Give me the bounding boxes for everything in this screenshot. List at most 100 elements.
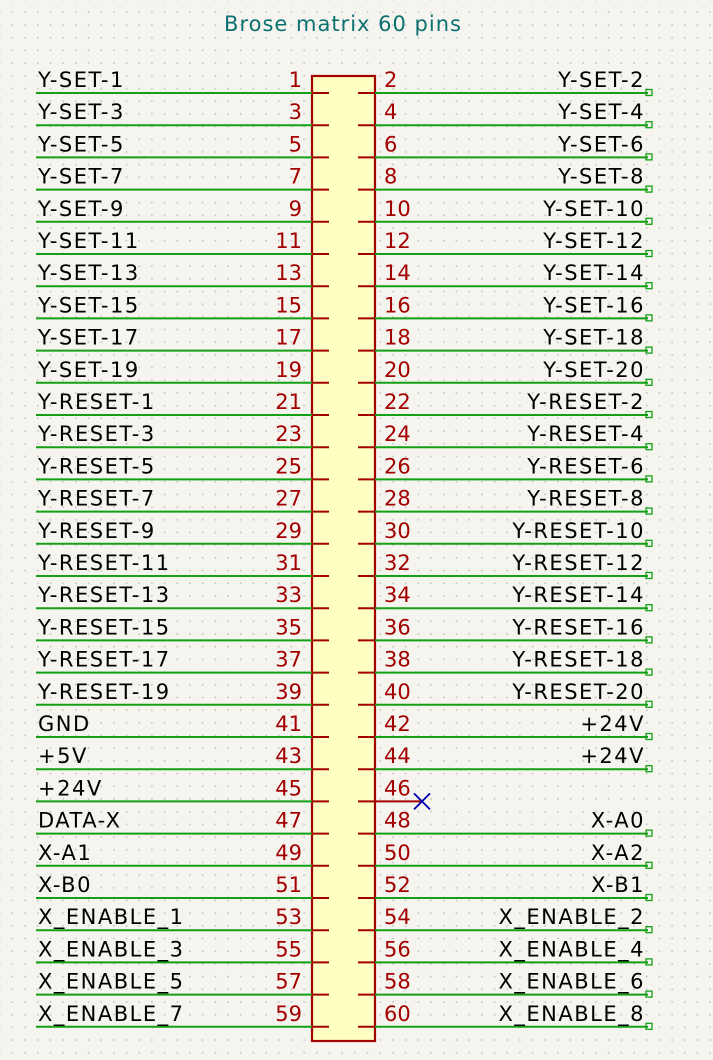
right-net-label: Y-SET-16 — [542, 293, 645, 317]
left-pin-number: 51 — [275, 873, 302, 897]
right-pin-number: 50 — [384, 841, 411, 865]
right-net-label: X_ENABLE_6 — [499, 970, 645, 995]
left-net-label: Y-RESET-17 — [37, 648, 171, 672]
wire-end-terminal — [645, 1022, 653, 1030]
right-pin-number: 38 — [384, 648, 411, 672]
wire-end-terminal — [645, 604, 653, 612]
right-pin-number: 26 — [384, 454, 411, 478]
wire-end-terminal — [645, 121, 653, 129]
pin-row: Y-SET-7 7 8 Y-SET-8 — [36, 165, 653, 193]
pin-row: GND 41 42 +24V — [36, 712, 653, 741]
pin-row: Y-SET-19 19 20 Y-SET-20 — [36, 358, 653, 386]
left-pin-number: 27 — [275, 487, 302, 511]
left-pin-number: 25 — [275, 454, 302, 478]
wire-end-terminal — [645, 861, 653, 869]
right-net-label: Y-SET-18 — [542, 326, 645, 350]
left-pin-number: 39 — [275, 680, 302, 704]
pin-row: X-A1 49 50 X-A2 — [36, 841, 653, 869]
right-net-label: Y-RESET-16 — [511, 615, 645, 639]
right-pin-number: 4 — [384, 100, 397, 124]
right-net-label: X_ENABLE_8 — [499, 1002, 645, 1027]
wire-end-terminal — [645, 88, 653, 97]
pin-row: Y-SET-17 17 18 Y-SET-18 — [36, 326, 653, 354]
wire-end-terminal — [645, 443, 653, 451]
pin-row: +24V 45 46 — [36, 776, 431, 811]
left-pin-number: 45 — [275, 776, 302, 800]
left-net-label: +24V — [38, 776, 103, 800]
pin-row: X_ENABLE_7 59 60 X_ENABLE_8 — [36, 1002, 653, 1030]
left-net-label: Y-RESET-11 — [37, 551, 171, 575]
connector-body — [310, 74, 377, 1043]
wire-end-terminal — [645, 185, 653, 193]
wire-end-terminal — [645, 765, 653, 773]
right-pin-number: 30 — [384, 519, 411, 543]
pin-row: Y-RESET-1 21 22 Y-RESET-2 — [36, 390, 653, 419]
left-net-label: +5V — [38, 744, 88, 768]
left-pin-number: 55 — [275, 937, 302, 961]
left-pin-number: 47 — [275, 809, 302, 833]
wire-end-terminal — [645, 410, 653, 419]
right-net-label: Y-RESET-4 — [526, 422, 645, 446]
left-net-label: Y-RESET-3 — [37, 422, 156, 446]
left-pin-number: 19 — [275, 358, 302, 382]
right-net-label: Y-RESET-6 — [526, 454, 645, 478]
right-pin-number: 56 — [384, 937, 411, 961]
right-net-label: Y-RESET-12 — [511, 551, 645, 575]
right-pin-number: 28 — [384, 487, 411, 511]
wire-end-terminal — [645, 346, 653, 354]
left-net-label: Y-RESET-19 — [37, 680, 171, 704]
left-pin-number: 1 — [289, 68, 302, 92]
left-net-label: Y-SET-9 — [37, 197, 125, 221]
right-net-label: Y-SET-20 — [542, 358, 645, 382]
left-net-label: Y-SET-1 — [37, 68, 125, 92]
pin-row: Y-SET-13 13 14 Y-SET-14 — [36, 261, 653, 290]
left-net-label: Y-RESET-7 — [37, 487, 156, 511]
pin-row: Y-RESET-5 25 26 Y-RESET-6 — [36, 454, 653, 483]
right-net-label: Y-RESET-14 — [511, 583, 645, 607]
right-net-label: Y-RESET-18 — [511, 648, 645, 672]
right-net-label: Y-SET-10 — [542, 197, 645, 221]
right-net-label: X_ENABLE_2 — [499, 905, 645, 930]
left-net-label: X_ENABLE_7 — [38, 1002, 184, 1027]
right-net-label: Y-SET-8 — [557, 165, 645, 189]
left-pin-number: 5 — [289, 132, 302, 156]
left-pin-number: 29 — [275, 519, 302, 543]
left-pin-number: 49 — [275, 841, 302, 865]
right-net-label: X_ENABLE_4 — [499, 937, 645, 962]
pin-row: Y-SET-1 1 2 Y-SET-2 — [36, 68, 653, 97]
right-pin-number: 8 — [384, 165, 397, 189]
right-pin-number: 12 — [384, 229, 411, 253]
pin-row: Y-RESET-7 27 28 Y-RESET-8 — [36, 487, 653, 515]
right-pin-number: 44 — [384, 744, 411, 768]
left-pin-number: 57 — [275, 970, 302, 994]
pin-row: +5V 43 44 +24V — [36, 744, 653, 773]
left-net-label: X_ENABLE_1 — [38, 905, 184, 930]
left-net-label: Y-SET-17 — [37, 326, 140, 350]
right-pin-number: 10 — [384, 197, 411, 221]
wire-end-terminal — [645, 153, 653, 161]
pin-row: DATA-X 47 48 X-A0 — [36, 809, 653, 837]
left-net-label: GND — [38, 712, 91, 736]
left-pin-number: 17 — [275, 326, 302, 350]
right-pin-number: 32 — [384, 551, 411, 575]
left-net-label: Y-RESET-13 — [37, 583, 171, 607]
left-pin-number: 15 — [275, 293, 302, 317]
right-net-label: X-A0 — [591, 809, 645, 833]
right-pin-number: 60 — [384, 1002, 411, 1026]
right-pin-number: 22 — [384, 390, 411, 414]
pin-row: Y-SET-5 5 6 Y-SET-6 — [36, 132, 653, 161]
right-pin-number: 6 — [384, 132, 397, 156]
wire-end-terminal — [645, 732, 653, 741]
left-pin-number: 13 — [275, 261, 302, 285]
right-pin-number: 36 — [384, 615, 411, 639]
left-net-label: Y-SET-15 — [37, 293, 140, 317]
wire-end-terminal — [645, 378, 653, 386]
right-net-label: +24V — [580, 712, 645, 736]
wire-end-terminal — [645, 700, 653, 708]
right-pin-number: 18 — [384, 326, 411, 350]
right-net-label: Y-SET-2 — [557, 68, 645, 92]
left-net-label: Y-SET-11 — [37, 229, 140, 253]
right-net-label: X-A2 — [591, 841, 645, 865]
right-pin-number: 2 — [384, 68, 397, 92]
